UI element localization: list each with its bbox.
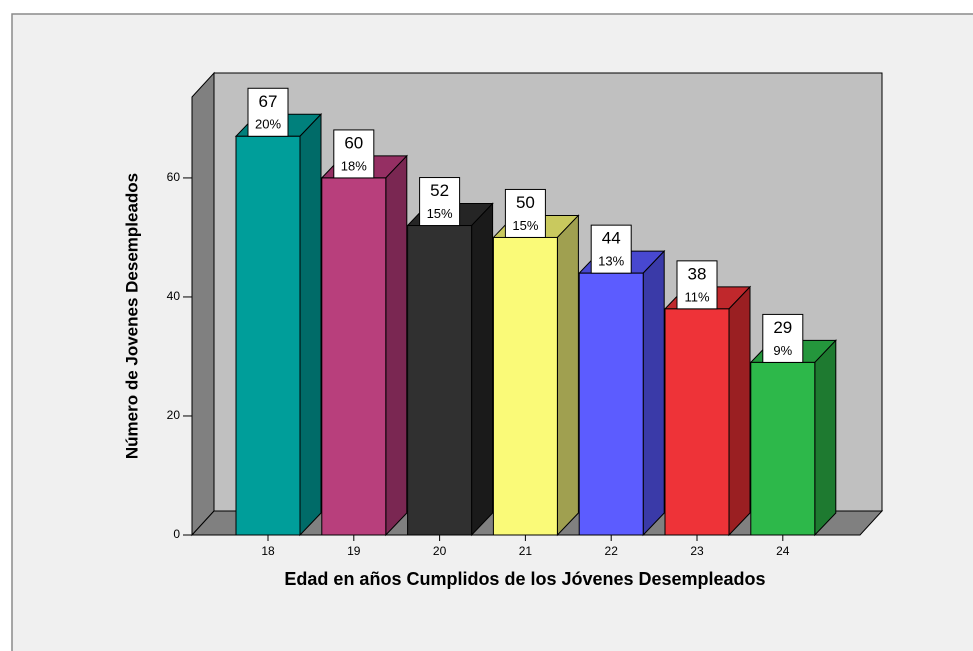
value-label-box [590, 224, 632, 274]
value-label-box [762, 313, 804, 363]
bar [664, 308, 730, 536]
value-label: 67 [259, 92, 278, 111]
value-label: 44 [602, 229, 621, 248]
bar [750, 361, 816, 536]
x-tick-label: 20 [433, 544, 447, 558]
y-axis-title: Número de Jovenes Desempleados [122, 173, 141, 459]
bar-side [556, 214, 579, 537]
percent-label: 9% [773, 343, 792, 358]
value-label: 52 [430, 181, 449, 200]
value-label: 60 [344, 133, 363, 152]
value-label: 29 [773, 318, 792, 337]
bar-side [814, 339, 837, 537]
y-tick-label: 60 [167, 170, 181, 184]
value-label: 38 [688, 264, 707, 283]
percent-label: 13% [598, 254, 624, 269]
bar [321, 177, 387, 536]
bar [492, 236, 558, 536]
bar-side [642, 249, 665, 537]
y-tick-label: 40 [167, 289, 181, 303]
value-label: 50 [516, 193, 535, 212]
value-label-box [676, 260, 718, 310]
value-label-box [333, 129, 375, 179]
value-label-box [504, 188, 546, 238]
value-label-box [419, 177, 461, 227]
x-tick-label: 23 [690, 544, 704, 558]
x-axis-title: Edad en años Cumplidos de los Jóvenes De… [284, 569, 766, 589]
x-tick-label: 24 [776, 544, 790, 558]
bar [235, 135, 301, 536]
percent-label: 20% [255, 117, 281, 132]
bar [578, 272, 644, 536]
percent-label: 18% [341, 158, 367, 173]
x-tick-label: 18 [261, 544, 275, 558]
x-tick-label: 21 [519, 544, 533, 558]
value-label-box [247, 87, 289, 137]
bar-side [299, 113, 322, 537]
bar-side [471, 202, 494, 537]
y-tick-label: 20 [167, 408, 181, 422]
percent-label: 15% [427, 206, 453, 221]
x-axis-title-box: Edad en años Cumplidos de los Jóvenes De… [284, 569, 766, 589]
bar [407, 225, 473, 536]
x-tick-label: 22 [605, 544, 619, 558]
x-tick-label: 19 [347, 544, 361, 558]
y-tick-label: 0 [173, 527, 180, 541]
bar-side [385, 154, 408, 537]
percent-label: 11% [684, 289, 709, 304]
percent-label: 15% [512, 218, 538, 233]
left-wall [191, 71, 215, 537]
bar-side [728, 285, 751, 537]
